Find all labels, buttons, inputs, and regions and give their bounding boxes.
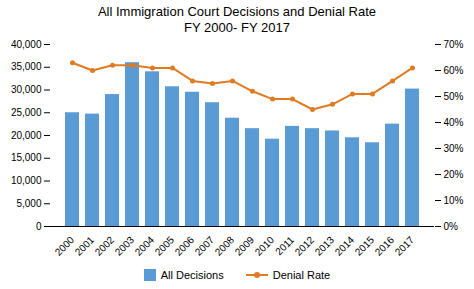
svg-text:60%: 60% [444,65,464,76]
svg-text:2004: 2004 [133,234,157,258]
svg-text:2003: 2003 [113,234,137,258]
svg-text:2011: 2011 [273,234,296,257]
svg-text:2009: 2009 [233,234,257,258]
svg-text:2001: 2001 [73,234,97,258]
svg-text:2006: 2006 [173,234,197,258]
svg-text:2010: 2010 [253,234,277,258]
svg-text:2007: 2007 [193,234,217,258]
svg-text:2008: 2008 [213,234,237,258]
svg-text:15,000: 15,000 [11,152,42,163]
svg-text:0%: 0% [444,221,459,232]
svg-text:50%: 50% [444,91,464,102]
svg-text:30,000: 30,000 [11,84,42,95]
svg-text:2002: 2002 [93,234,117,258]
svg-text:20%: 20% [444,169,464,180]
html-text:Denial Rate: Denial Rate [272,269,331,281]
svg-text:30%: 30% [444,143,464,154]
svg-text:20,000: 20,000 [11,130,42,141]
svg-text:2016: 2016 [373,234,397,258]
svg-text:5,000: 5,000 [16,198,41,209]
html-text:All Decisions: All Decisions [160,269,224,281]
svg-text:2012: 2012 [293,234,317,258]
svg-text:70%: 70% [444,39,464,50]
svg-text:40,000: 40,000 [11,39,42,50]
svg-text:35,000: 35,000 [11,61,42,72]
svg-text:0: 0 [36,221,42,232]
svg-text:2014: 2014 [333,234,357,258]
svg-text:10,000: 10,000 [11,175,42,186]
svg-text:2005: 2005 [153,234,177,258]
svg-text:10%: 10% [444,195,464,206]
html-text:All Immigration Court Decision: All Immigration Court Decisions and Deni… [97,4,377,35]
svg-text:2015: 2015 [353,234,377,258]
svg-text:2013: 2013 [313,234,337,258]
svg-text:2017: 2017 [393,234,417,258]
svg-text:40%: 40% [444,117,464,128]
svg-text:25,000: 25,000 [11,107,42,118]
svg-text:2000: 2000 [53,234,77,258]
